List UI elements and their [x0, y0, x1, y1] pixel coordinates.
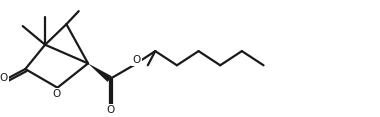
Text: O: O: [106, 105, 114, 115]
Text: O: O: [133, 55, 141, 65]
Polygon shape: [88, 63, 112, 82]
Text: O: O: [52, 89, 61, 99]
Text: O: O: [0, 73, 8, 83]
